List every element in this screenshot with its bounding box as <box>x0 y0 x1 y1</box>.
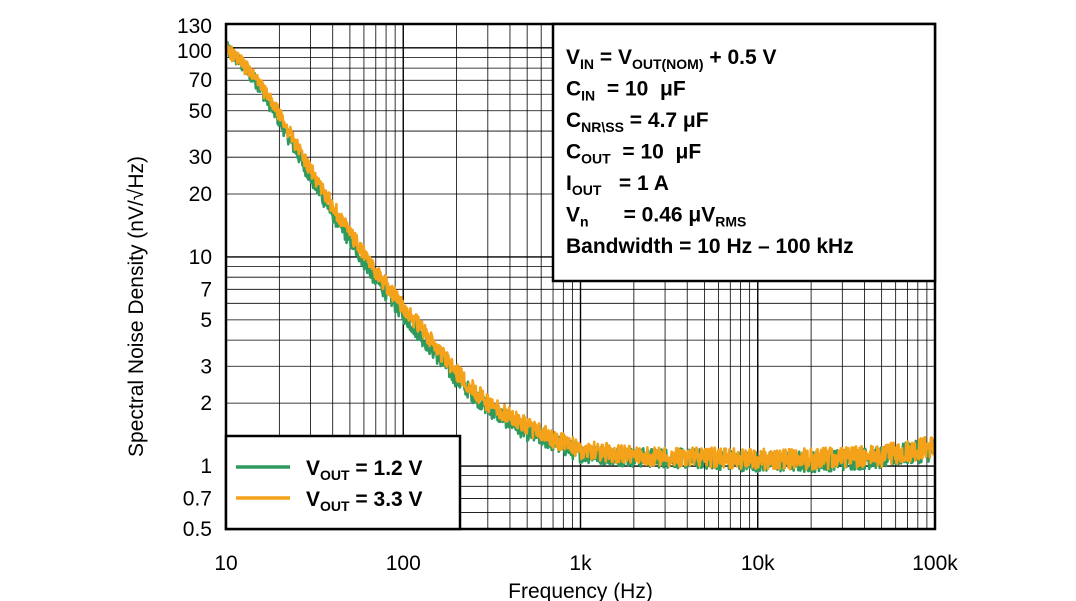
condition-subscript: IN <box>581 88 595 104</box>
legend-label-sub: OUT <box>320 498 350 514</box>
x-tick-label: 100k <box>912 552 958 575</box>
x-axis-label: Frequency (Hz) <box>508 580 653 601</box>
x-tick-label: 10k <box>741 552 775 575</box>
y-tick-label: 5 <box>200 309 212 332</box>
condition-text: = 10 μF <box>595 78 686 101</box>
y-tick-label: 130 <box>177 15 212 38</box>
y-tick-label: 0.5 <box>183 518 212 541</box>
legend-label-sub: OUT <box>320 467 350 483</box>
condition-line: IOUT = 1 A <box>566 172 669 198</box>
series-line-2 <box>224 40 937 471</box>
condition-text: C <box>566 109 581 132</box>
legend-label: VOUT = 3.3 V <box>306 488 423 514</box>
legend-label-main: V <box>306 457 320 480</box>
y-tick-label: 100 <box>177 40 212 63</box>
series-lines <box>224 40 937 474</box>
condition-text: = 10 μF <box>611 141 702 164</box>
y-tick-label: 50 <box>189 100 212 123</box>
condition-text: + 0.5 V <box>704 46 777 69</box>
condition-line: Bandwidth = 10 Hz – 100 kHz <box>566 235 854 258</box>
legend-label-rest: = 3.3 V <box>350 488 423 511</box>
y-tick-label: 2 <box>200 392 212 415</box>
condition-subscript: n <box>580 214 589 230</box>
condition-subscript: OUT(NOM) <box>632 56 704 72</box>
legend-label-rest: = 1.2 V <box>350 457 423 480</box>
y-tick-label: 3 <box>200 355 212 378</box>
condition-text: V <box>566 46 580 69</box>
x-tick-label: 100 <box>386 552 421 575</box>
condition-subscript: RMS <box>715 214 746 230</box>
y-axis-label: Spectral Noise Density (nV/√Hz) <box>125 156 148 457</box>
condition-text: C <box>566 78 581 101</box>
legend-label: VOUT = 1.2 V <box>306 457 423 483</box>
legend-label-main: V <box>306 488 320 511</box>
y-tick-label: 20 <box>189 183 212 206</box>
condition-line: CNR\SS = 4.7 μF <box>566 109 709 135</box>
condition-line: Vn = 0.46 μVRMS <box>566 204 746 230</box>
conditions-box-frame <box>551 22 937 283</box>
y-tick-label: 70 <box>189 69 212 92</box>
condition-text: I <box>566 172 572 195</box>
condition-text: = V <box>594 46 632 69</box>
condition-text: C <box>566 141 581 164</box>
condition-text: = 4.7 μF <box>624 109 709 132</box>
condition-line: COUT = 10 μF <box>566 141 701 167</box>
condition-text: = 0.46 μV <box>589 204 716 227</box>
y-tick-label: 0.7 <box>183 487 212 510</box>
condition-line: VIN = VOUT(NOM) + 0.5 V <box>566 46 776 72</box>
y-tick-label: 30 <box>189 146 212 169</box>
tick-labels: 10 100 1k 10k 100k0.50.712357102030507010013… <box>177 15 958 575</box>
y-tick-label: 7 <box>200 278 212 301</box>
y-tick-label: 10 <box>189 246 212 269</box>
condition-subscript: OUT <box>572 182 602 198</box>
y-tick-label: 1 <box>200 455 212 478</box>
condition-subscript: OUT <box>581 151 611 167</box>
condition-text: Bandwidth = 10 Hz – 100 kHz <box>566 235 854 258</box>
x-tick-label: 10 <box>214 552 237 575</box>
condition-line: CIN = 10 μF <box>566 78 686 104</box>
legend-frame <box>224 434 462 531</box>
condition-subscript: NR\SS <box>581 119 624 135</box>
condition-text: = 1 A <box>601 172 669 195</box>
condition-text: V <box>566 204 580 227</box>
x-tick-label: 1k <box>569 552 592 575</box>
condition-subscript: IN <box>580 56 594 72</box>
